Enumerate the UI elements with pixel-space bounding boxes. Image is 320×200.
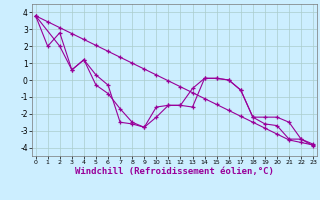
X-axis label: Windchill (Refroidissement éolien,°C): Windchill (Refroidissement éolien,°C) [75, 167, 274, 176]
